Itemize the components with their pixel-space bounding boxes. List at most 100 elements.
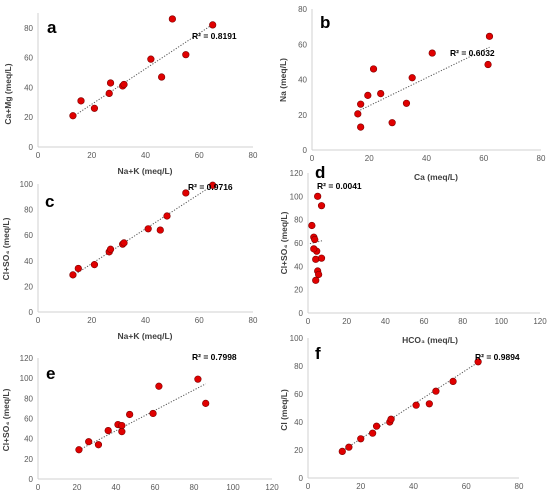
- panel-letter: e: [46, 364, 55, 383]
- data-point: [311, 235, 319, 244]
- y-axis-title: Ca+Mg (meq/L): [3, 63, 13, 124]
- data-point: [126, 410, 134, 419]
- data-point: [106, 79, 115, 87]
- data-point: [85, 438, 93, 446]
- scatter-panel-e: 020406080100120020406080100120Ca+Mg (meq…: [1, 352, 279, 492]
- data-point: [369, 65, 378, 73]
- data-point: [156, 226, 164, 234]
- y-tick-label: 80: [298, 5, 307, 14]
- x-tick-label: 80: [515, 482, 524, 491]
- data-point: [105, 89, 113, 97]
- trendline: [357, 46, 490, 112]
- x-tick-label: 80: [249, 151, 258, 160]
- y-tick-label: 40: [294, 262, 303, 271]
- data-point: [94, 441, 103, 449]
- data-point: [69, 271, 77, 279]
- data-point: [387, 415, 395, 423]
- y-tick-label: 40: [24, 257, 33, 266]
- data-point: [314, 192, 322, 200]
- x-tick-label: 120: [533, 317, 547, 326]
- scatter-panel-a: 0 20 40 60 80 0 20 40 60 80 Na+K (meq/L) Ca+Mg (meq…: [3, 13, 258, 176]
- data-point: [149, 409, 157, 418]
- y-tick-label: 0: [299, 309, 304, 318]
- x-tick-label: 0: [306, 317, 311, 326]
- data-point: [144, 225, 152, 233]
- x-tick-label: 60: [479, 154, 488, 163]
- r-squared-label: R² = 0.0041: [317, 181, 362, 191]
- y-tick-label: 60: [24, 54, 33, 63]
- y-tick-label: 80: [24, 24, 33, 33]
- y-tick-label: 40: [24, 83, 33, 92]
- data-point: [408, 74, 416, 82]
- y-tick-label: 80: [24, 206, 33, 215]
- y-tick-label: 60: [294, 239, 303, 248]
- data-point: [369, 429, 377, 437]
- x-tick-label: 60: [420, 317, 429, 326]
- y-axis-title: Cl (meq/L): [279, 389, 289, 431]
- r-squared-label: R² = 0.9716: [188, 182, 233, 192]
- x-tick-label: 40: [141, 316, 150, 325]
- data-point: [163, 212, 171, 220]
- y-tick-label: 60: [294, 390, 303, 399]
- y-tick-label: 40: [24, 435, 33, 444]
- x-tick-label: 40: [409, 482, 418, 491]
- x-tick-label: 20: [356, 482, 365, 491]
- x-tick-label: 20: [365, 154, 374, 163]
- data-point: [182, 189, 190, 197]
- data-point: [357, 435, 365, 443]
- x-tick-label: 20: [73, 483, 82, 492]
- panel-letter: f: [315, 344, 321, 363]
- y-tick-label: 0: [29, 143, 34, 152]
- x-tick-label: 100: [226, 483, 240, 492]
- x-tick-label: 0: [306, 482, 311, 491]
- y-tick-label: 80: [294, 216, 303, 225]
- data-point: [432, 387, 440, 395]
- data-point: [158, 73, 166, 81]
- trendline: [342, 361, 479, 452]
- y-tick-label: 20: [24, 113, 33, 122]
- data-point: [120, 80, 128, 89]
- data-point: [412, 401, 420, 409]
- x-tick-label: 20: [87, 316, 96, 325]
- data-point: [168, 15, 176, 23]
- x-axis-title: Na+K (meq/L): [117, 166, 172, 176]
- data-point: [77, 97, 85, 105]
- r-squared-label: R² = 0.8191: [192, 31, 237, 41]
- y-tick-label: 20: [24, 282, 33, 291]
- panel-letter: a: [47, 18, 57, 37]
- data-point: [372, 422, 381, 430]
- data-point: [75, 446, 83, 454]
- x-tick-label: 40: [141, 151, 150, 160]
- data-point: [484, 60, 492, 69]
- data-point: [182, 51, 190, 59]
- data-point: [474, 358, 482, 366]
- x-tick-label: 60: [195, 151, 204, 160]
- x-axis-title: Ca (meq/L): [414, 172, 458, 182]
- y-tick-label: 40: [294, 418, 303, 427]
- panel-letter: d: [315, 163, 325, 182]
- y-tick-label: 20: [294, 286, 303, 295]
- y-axis-title: Cl+SO₄ (meq/L): [279, 211, 289, 274]
- panel-letter: b: [320, 13, 330, 32]
- x-tick-label: 0: [36, 483, 41, 492]
- data-point: [345, 443, 353, 451]
- trendline: [309, 239, 324, 245]
- data-point: [388, 119, 396, 127]
- y-tick-label: 120: [20, 354, 34, 363]
- y-tick-label: 60: [298, 40, 307, 49]
- r-squared-label: R² = 0.7998: [192, 352, 237, 362]
- x-tick-label: 40: [112, 483, 121, 492]
- x-tick-label: 80: [537, 154, 546, 163]
- y-tick-label: 20: [298, 111, 307, 120]
- data-point: [317, 254, 326, 262]
- y-tick-label: 0: [29, 308, 34, 317]
- data-point: [104, 426, 112, 435]
- data-point: [202, 399, 210, 407]
- data-point: [90, 261, 99, 269]
- x-tick-label: 80: [249, 316, 258, 325]
- data-point: [310, 245, 318, 253]
- data-point: [364, 91, 372, 99]
- x-tick-label: 0: [36, 151, 41, 160]
- data-point: [428, 49, 436, 57]
